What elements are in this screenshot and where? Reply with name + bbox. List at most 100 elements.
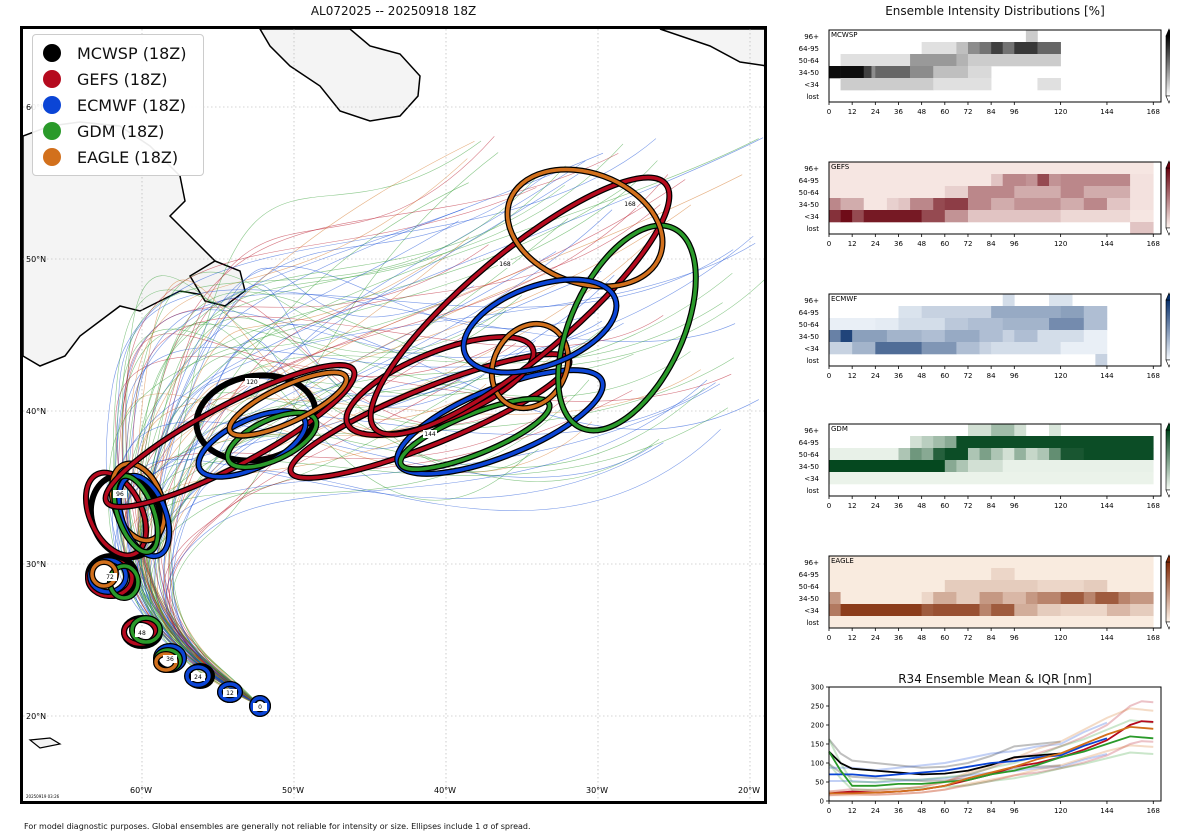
hour-label-bg [253, 703, 267, 711]
heatmap-cell [875, 342, 922, 355]
heatmap-x-tick: 36 [894, 108, 903, 116]
heatmap-cell [829, 198, 841, 211]
heatmap-cell [1037, 42, 1061, 55]
heatmap-row-label: 96+ [804, 33, 819, 41]
heatmap-cell [898, 306, 922, 319]
heatmap-cell [944, 460, 957, 473]
heatmap-cell [829, 162, 1154, 175]
heatmap-cell [1118, 592, 1131, 605]
hour-label-bg [623, 200, 637, 208]
legend-label: GEFS (18Z) [77, 69, 168, 89]
heatmap-row-label: 64-95 [799, 571, 819, 579]
r34-mean-line [828, 735, 1154, 787]
heatmap-cell [921, 436, 934, 449]
hour-label: 12 [226, 690, 234, 697]
hour-label-bg [191, 673, 205, 681]
heatmap-cell [933, 78, 992, 91]
heatmap-row-label: lost [806, 357, 819, 365]
heatmap-cell [991, 424, 1015, 437]
heatmap-x-tick: 36 [894, 502, 903, 510]
heatmap-cell [875, 318, 899, 331]
heatmap-row-label: <34 [804, 81, 819, 89]
r34-iqr-lower [828, 763, 1061, 783]
heatmap-x-tick: 168 [1147, 240, 1160, 248]
heatmap-row-label: <34 [804, 213, 819, 221]
heatmap-cell [886, 198, 899, 211]
heatmap-cell [991, 604, 1015, 617]
map-title: AL072025 -- 20250918 18Z [310, 4, 477, 18]
heatmap-x-tick: 84 [987, 372, 996, 380]
heatmap-cell [979, 604, 992, 617]
heatmap-cell [921, 210, 946, 223]
heatmap-model-label: ECMWF [831, 295, 857, 303]
heatmap-cell [921, 342, 957, 355]
ensemble-track [127, 442, 664, 707]
r34-chart: 0 12 24 36 48 60 72 84 96 120 144 168 0 50 100 150 200 25… [811, 684, 1162, 815]
heatmap-cell [933, 592, 957, 605]
heatmap-cell [863, 210, 922, 223]
heatmap-cell [1130, 198, 1154, 211]
r34-x-tick: 24 [871, 807, 880, 815]
heatmap-x-tick: 0 [827, 502, 831, 510]
heatmap-cell [956, 592, 980, 605]
heatmap-cell [1037, 174, 1050, 187]
heatmap-x-tick: 0 [827, 108, 831, 116]
heatmap-cell [910, 448, 922, 461]
heatmap-cell [1095, 592, 1119, 605]
heatmap-cell [910, 436, 922, 449]
map-legend: MCWSP (18Z) GEFS (18Z) ECMWF (18Z) GDM (… [32, 34, 204, 176]
ensemble-track [158, 298, 535, 707]
heatmap-row-label: 96+ [804, 297, 819, 305]
heatmap-cell [1060, 604, 1108, 617]
heatmap-cell [944, 436, 957, 449]
heatmap-cell [1060, 592, 1085, 605]
heatmap-mcwsp: 96+ 64-95 50-64 34-50 <34 lost MCWSP 0 12 24 36 48 6… [799, 28, 1170, 116]
heatmap-x-tick: 12 [848, 108, 857, 116]
r34-y-tick: 50 [815, 779, 824, 787]
heatmap-cell [944, 330, 980, 343]
heatmap-cell [956, 42, 969, 55]
forecast-ellipse [185, 665, 211, 687]
hour-label-bg [113, 490, 127, 498]
heatmap-cell [840, 54, 911, 67]
heatmap-cell [933, 604, 980, 617]
r34-x-tick: 168 [1147, 807, 1160, 815]
heatmap-x-tick: 24 [871, 108, 880, 116]
heatmap-x-tick: 12 [848, 372, 857, 380]
heatmap-cell [921, 306, 992, 319]
heatmap-x-tick: 12 [848, 634, 857, 642]
legend-item-ecmwf: ECMWF (18Z) [43, 93, 186, 117]
heatmap-row-label: 50-64 [799, 57, 820, 65]
heatmap-cell [991, 306, 1061, 319]
heatmap-cell [921, 604, 934, 617]
heatmap-x-tick: 120 [1054, 108, 1067, 116]
heatmap-cell [991, 342, 1061, 355]
heatmap-x-tick: 84 [987, 502, 996, 510]
heatmap-x-tick: 96 [1010, 240, 1019, 248]
heatmap-x-tick: 96 [1010, 372, 1019, 380]
heatmap-cell [1060, 306, 1085, 319]
heatmap-x-tick: 60 [940, 108, 949, 116]
heatmap-cell [1037, 592, 1061, 605]
heatmap-x-tick: 120 [1054, 372, 1067, 380]
heatmap-x-tick: 144 [1100, 502, 1114, 510]
heatmap-cell [1037, 604, 1061, 617]
r34-x-tick: 12 [848, 807, 857, 815]
ensemble-track [137, 322, 530, 707]
heatmap-cell [886, 330, 922, 343]
heatmap-cell [829, 342, 853, 355]
heatmap-cell [829, 460, 946, 473]
r34-title: R34 Ensemble Mean & IQR [nm] [898, 672, 1092, 686]
heatmap-cell [829, 616, 1154, 629]
heatmap-x-tick: 72 [964, 372, 973, 380]
heatmap-cell [933, 448, 946, 461]
heatmap-cell [898, 318, 946, 331]
heatmap-x-tick: 0 [827, 372, 831, 380]
ensemble-track [126, 208, 464, 707]
heatmap-cell [1014, 424, 1027, 437]
hour-label-bg [223, 689, 237, 697]
legend-label: MCWSP (18Z) [77, 43, 187, 63]
heatmap-cell [1014, 448, 1027, 461]
heatmap-cell [1049, 174, 1061, 187]
